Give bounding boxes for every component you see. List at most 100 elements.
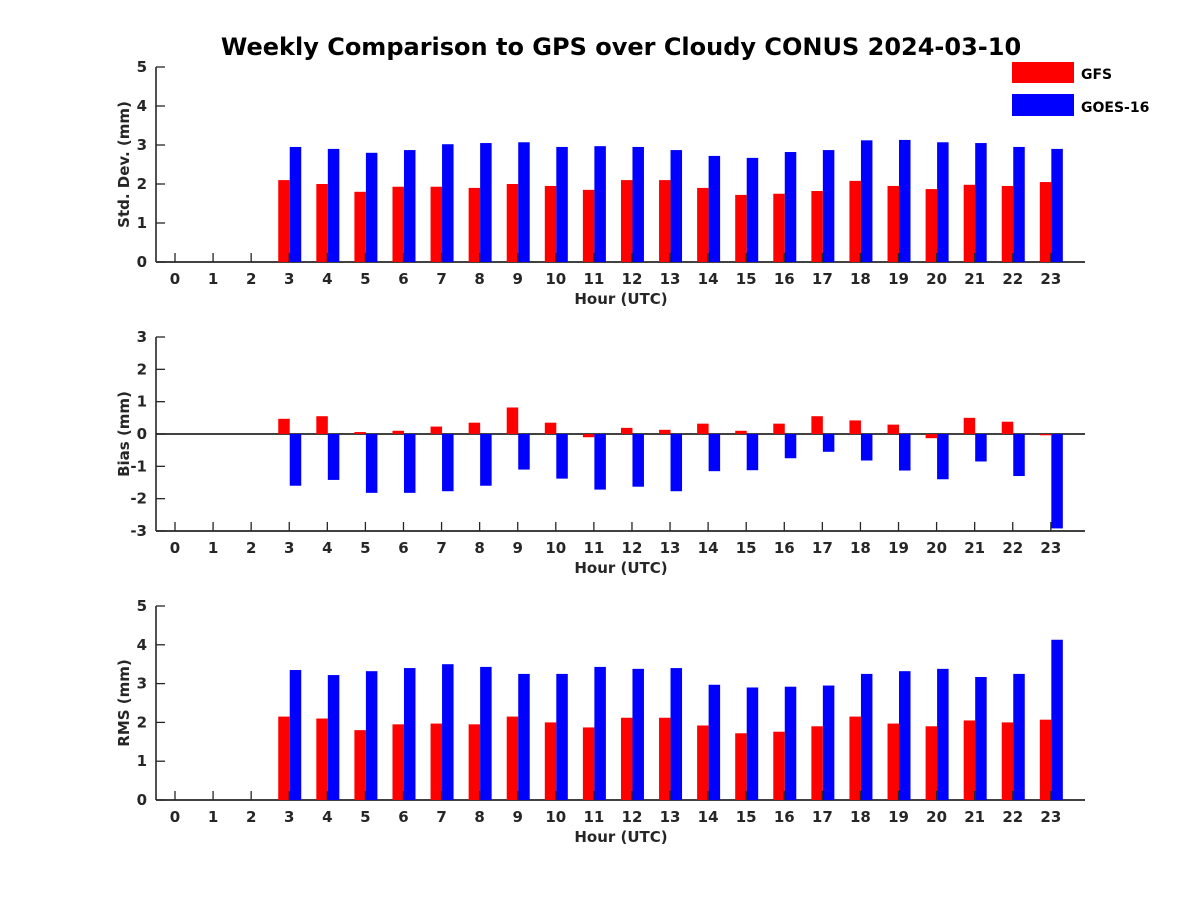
rms-bar-gfs	[582, 727, 595, 800]
bias-bar-goes16	[1051, 434, 1063, 529]
stddev-x-tick-label: 17	[812, 270, 833, 288]
bias-bar-goes16	[975, 434, 987, 462]
bias-bar-gfs	[697, 423, 709, 434]
bias-x-tick-label: 19	[888, 539, 909, 557]
stddev-x-tick-label: 2	[246, 270, 256, 288]
bias-bar-gfs	[1001, 421, 1014, 434]
bias-bar-goes16	[784, 434, 797, 459]
bias-x-tick-label: 4	[322, 539, 332, 557]
bias-bar-gfs	[849, 420, 861, 434]
stddev-bar-goes16	[518, 142, 530, 262]
stddev-bar-goes16	[670, 150, 683, 262]
bias-x-tick-label: 16	[774, 539, 795, 557]
bias-x-tick-label: 5	[360, 539, 370, 557]
legend: GFS GOES-16	[1012, 62, 1149, 116]
bias-bar-goes16	[746, 434, 759, 471]
stddev-x-tick-label: 14	[698, 270, 719, 288]
rms-bar-gfs	[849, 716, 861, 800]
bias-bar-goes16	[480, 434, 492, 486]
stddev-y-tick-label: 4	[137, 97, 147, 115]
stddev-bar-goes16	[327, 148, 340, 262]
stddev-bar-gfs	[1001, 185, 1014, 262]
rms-bar-gfs	[735, 733, 747, 800]
rms-x-tick-label: 7	[436, 808, 446, 826]
stddev-bar-goes16	[860, 140, 873, 262]
stddev-bar-goes16	[784, 152, 797, 262]
stddev-bar-gfs	[811, 191, 823, 262]
stddev-x-tick-label: 6	[398, 270, 408, 288]
rms-bar-gfs	[278, 716, 290, 800]
bias-bar-gfs	[659, 429, 671, 434]
rms-bar-gfs	[354, 730, 366, 800]
stddev-bar-goes16	[442, 144, 454, 262]
stddev-bar-goes16	[1051, 148, 1063, 262]
rms-x-tick-label: 22	[1002, 808, 1023, 826]
bias-bar-goes16	[708, 434, 721, 472]
stddev-bar-goes16	[822, 150, 835, 262]
rms-bar-goes16	[708, 684, 721, 800]
rms-y-axis-label: RMS (mm)	[115, 659, 133, 746]
bias-y-axis-label: Bias (mm)	[115, 391, 133, 477]
stddev-bar-goes16	[708, 155, 721, 262]
stddev-x-tick-label: 1	[208, 270, 218, 288]
stddev-bar-goes16	[365, 152, 378, 262]
bias-bar-goes16	[403, 434, 416, 493]
bias-x-tick-label: 11	[583, 539, 604, 557]
stddev-bar-gfs	[697, 187, 709, 262]
rms-bar-goes16	[899, 671, 911, 800]
stddev-bar-goes16	[594, 146, 606, 262]
stddev-bar-goes16	[937, 142, 949, 262]
rms-y-tick-label: 3	[137, 675, 147, 693]
rms-x-tick-label: 14	[698, 808, 719, 826]
bias-x-tick-label: 7	[436, 539, 446, 557]
bias-bar-goes16	[365, 434, 378, 493]
stddev-bar-goes16	[289, 146, 302, 262]
bias-bar-goes16	[442, 434, 454, 492]
bias-bar-gfs	[392, 430, 404, 434]
rms-bar-goes16	[480, 666, 492, 800]
rms-x-axis-label: Hour (UTC)	[574, 828, 667, 846]
rms-bar-goes16	[670, 668, 683, 800]
rms-bar-goes16	[860, 673, 873, 800]
rms-bar-goes16	[1051, 639, 1063, 800]
bias-bar-goes16	[327, 434, 340, 480]
stddev-bar-gfs	[963, 184, 976, 262]
bias-bar-goes16	[899, 434, 911, 471]
rms-x-tick-label: 10	[545, 808, 566, 826]
stddev-bar-gfs	[354, 191, 366, 262]
rms-x-tick-label: 23	[1040, 808, 1061, 826]
bias-bar-goes16	[594, 434, 606, 490]
bias-bar-goes16	[1013, 434, 1025, 477]
stddev-x-tick-label: 22	[1002, 270, 1023, 288]
stddev-bar-gfs	[620, 180, 633, 262]
bias-y-tick-label: -1	[130, 457, 147, 475]
stddev-bar-goes16	[480, 143, 492, 262]
bias-bar-goes16	[860, 434, 873, 461]
rms-x-tick-label: 8	[474, 808, 484, 826]
legend-label-gfs: GFS	[1081, 67, 1112, 83]
rms-bar-gfs	[811, 726, 823, 800]
stddev-x-tick-label: 23	[1040, 270, 1061, 288]
bias-y-tick-label: 1	[137, 393, 147, 411]
rms-bar-gfs	[963, 720, 976, 800]
bias-bar-gfs	[582, 434, 595, 438]
bias-y-tick-label: 2	[137, 360, 147, 378]
rms-bar-gfs	[506, 716, 519, 800]
rms-bar-goes16	[784, 686, 797, 800]
rms-bar-goes16	[1013, 673, 1025, 800]
rms-bar-gfs	[468, 724, 481, 800]
bias-x-tick-label: 13	[660, 539, 681, 557]
rms-bar-gfs	[392, 724, 404, 800]
stddev-x-axis-label: Hour (UTC)	[574, 290, 667, 308]
rms-bar-goes16	[289, 670, 302, 800]
rms-bar-goes16	[632, 668, 644, 800]
stddev-bar-gfs	[735, 194, 747, 262]
bias-bar-gfs	[811, 416, 823, 434]
rms-x-tick-label: 20	[926, 808, 947, 826]
rms-bar-goes16	[594, 666, 606, 800]
stddev-bar-gfs	[887, 185, 900, 262]
rms-x-tick-label: 5	[360, 808, 370, 826]
bias-x-tick-label: 14	[698, 539, 719, 557]
stddev-bar-goes16	[632, 146, 644, 262]
stddev-x-tick-label: 20	[926, 270, 947, 288]
